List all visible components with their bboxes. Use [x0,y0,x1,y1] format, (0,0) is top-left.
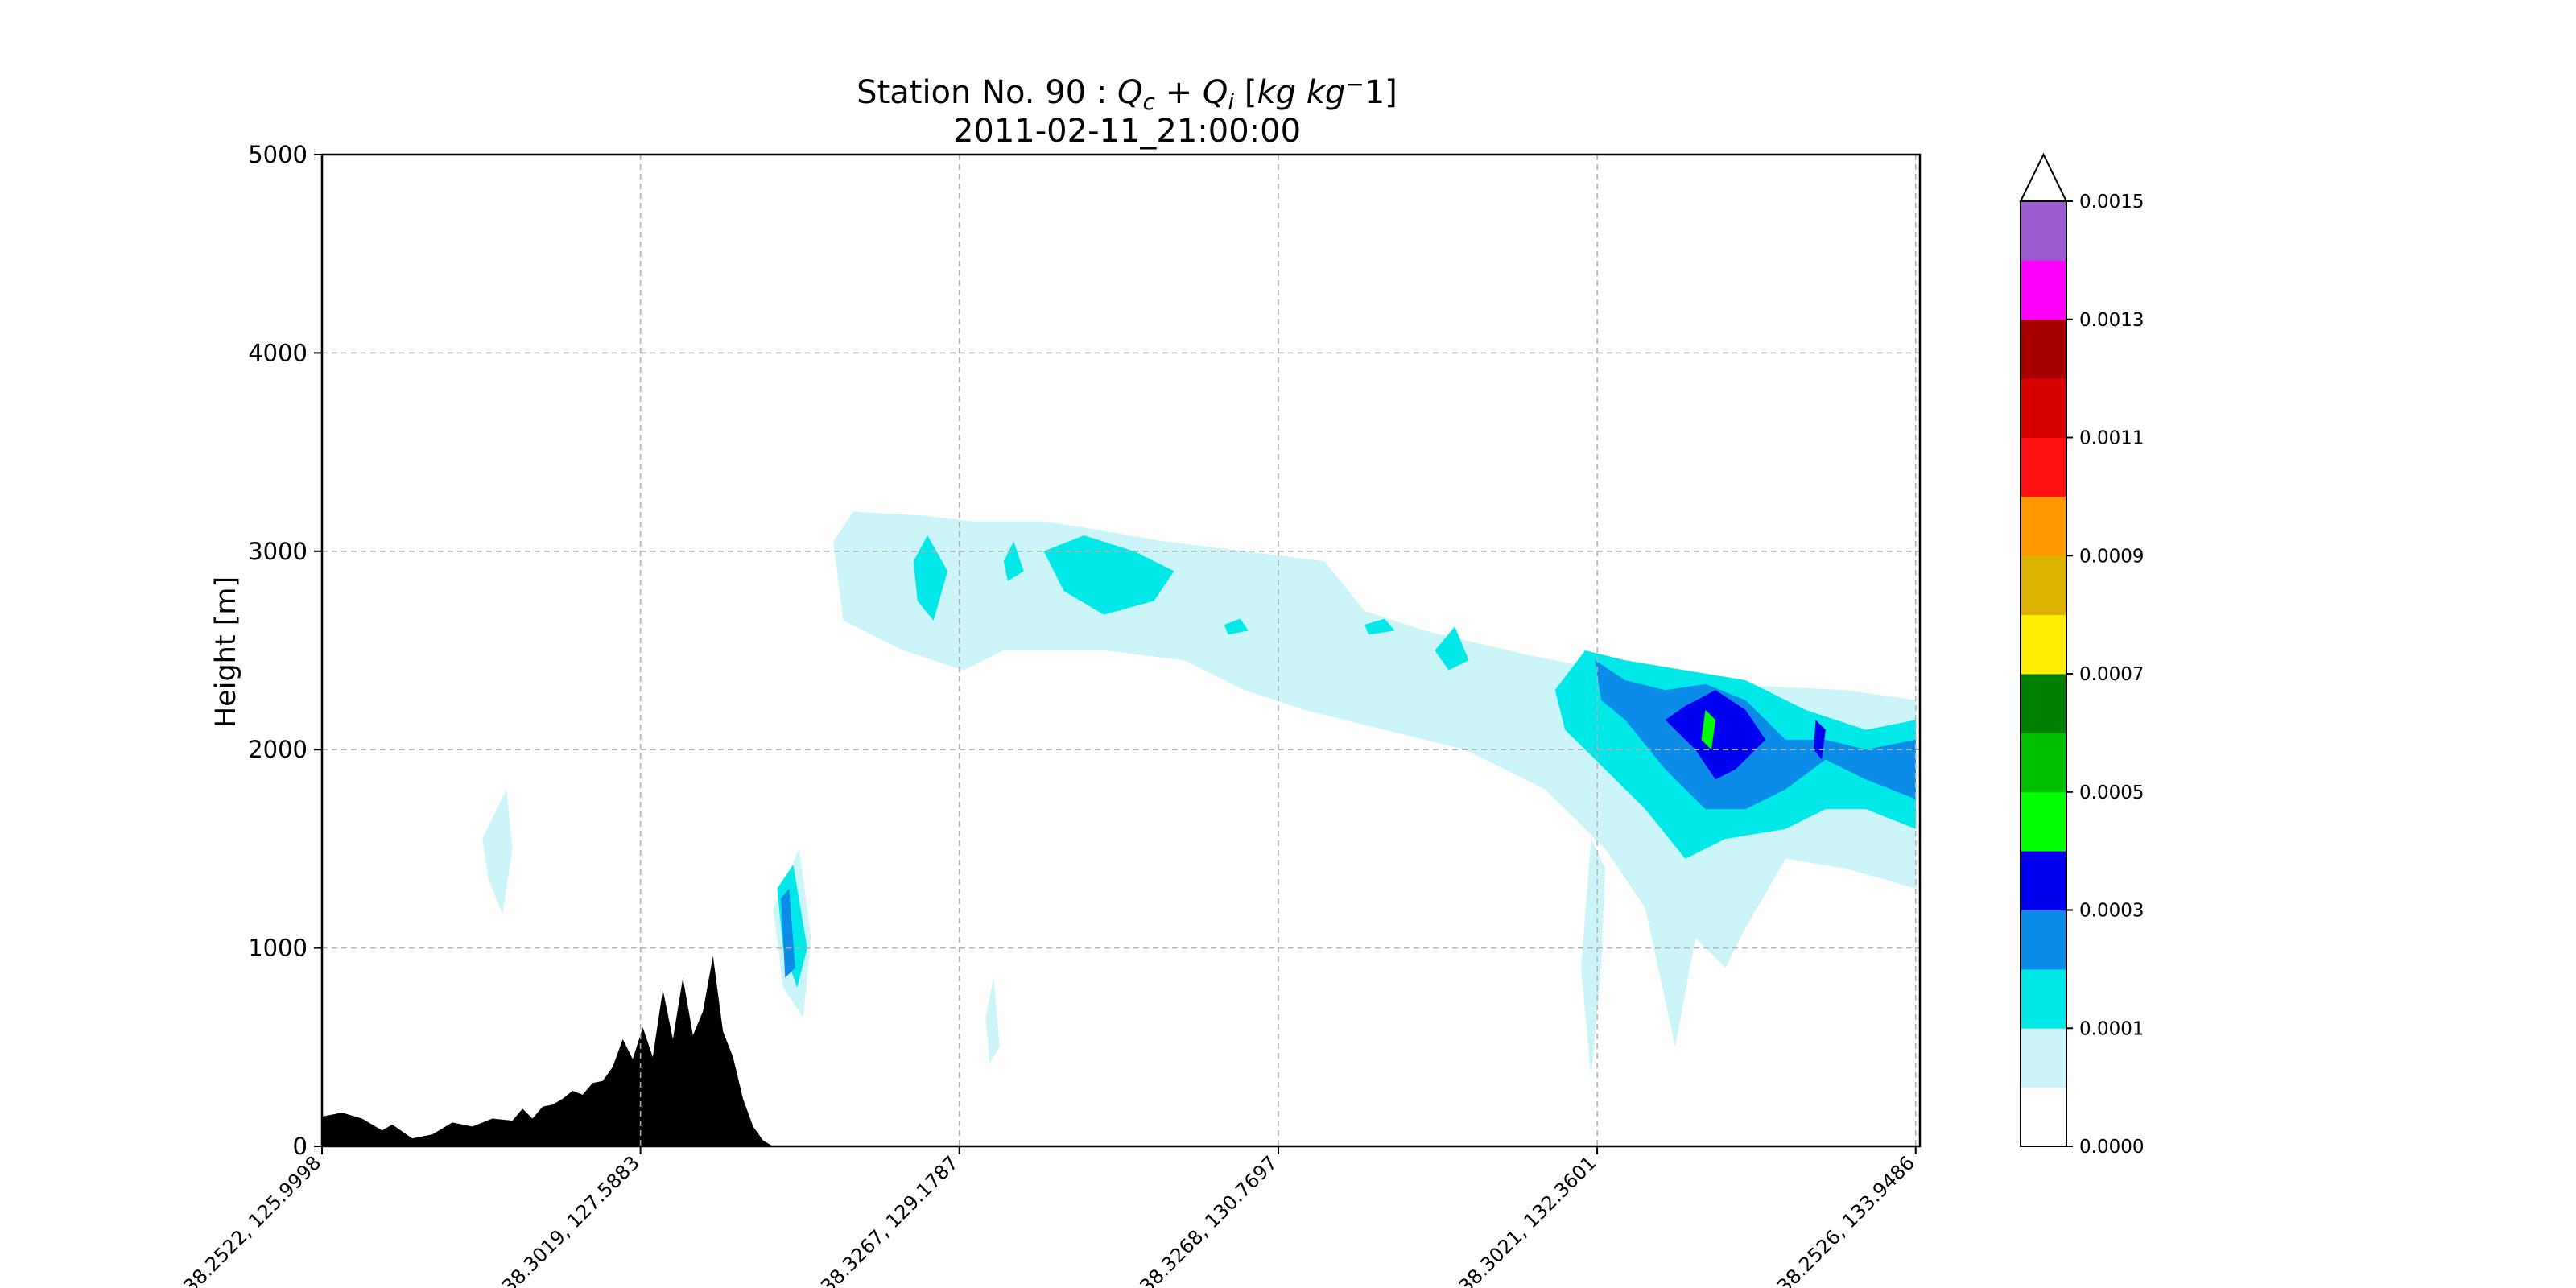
contour-region-10 [1435,626,1469,671]
colorbar-swatch-15 [2021,201,2066,261]
colorbar-swatch-3 [2021,910,2066,970]
colorbar-swatch-7 [2021,674,2066,733]
x-tick-label: 38.3268, 130.7697 [1135,1151,1282,1288]
contour-region-4 [1581,839,1605,1077]
contour-region-14 [781,888,795,978]
colorbar-swatch-12 [2021,378,2066,439]
colorbar-swatch-6 [2021,733,2066,793]
colorbar-swatch-2 [2021,968,2066,1029]
contour-region-1 [833,511,1916,1047]
y-axis-ticks: 0 1000 2000 3000 4000 5000 [248,141,322,1160]
colorbar-swatch-8 [2021,614,2066,675]
terrain-layer [322,956,834,1146]
x-axis-ticks: 38.2522, 125.9998 38.3019, 127.5883 38.326… [179,1146,1919,1288]
contour-region-7 [1043,535,1174,615]
colorbar-tick-label: 0.0003 [2079,901,2144,922]
colorbar-swatch-13 [2021,319,2066,379]
contour-region-3 [985,977,1000,1063]
x-tick-label: 38.2522, 125.9998 [179,1151,325,1288]
colorbar-swatch-4 [2021,851,2066,911]
contour-region-5 [913,535,948,621]
contour-region-6 [1003,541,1024,581]
y-tick-label: 4000 [248,339,308,366]
colorbar: 0.0000 0.0001 0.0003 0.0005 0.0007 0.0009 0.00… [2019,152,2144,1158]
colorbar-tick-label: 0.0013 [2079,310,2144,331]
x-tick-label: 38.3019, 127.5883 [497,1151,644,1288]
colorbar-tick-label: 0.0007 [2079,664,2144,685]
colorbar-tick-label: 0.0011 [2079,428,2144,449]
colorbar-tick-label: 0.0009 [2079,546,2144,567]
y-tick-label: 3000 [248,538,308,565]
plot-frame [320,153,1922,1148]
x-tick-label: 38.3021, 132.3601 [1455,1151,1601,1288]
colorbar-swatch-10 [2021,496,2066,556]
contour-region-17 [1701,709,1715,750]
colorbar-swatch-9 [2021,555,2066,616]
y-tick-label: 1000 [248,935,308,962]
colorbar-swatch-14 [2021,260,2066,320]
grid-layer [322,155,1920,1146]
colorbar-swatch-5 [2021,791,2066,852]
contour-region-8 [1224,618,1249,635]
y-axis-label: Height [m] [210,576,242,728]
chart-title: Station No. 90 : Qc + Qi [kg kg−1] [857,71,1397,115]
colorbar-tick-label: 0.0005 [2079,782,2144,803]
contour-region-0 [482,789,513,914]
contour-region-15 [1665,690,1766,780]
y-tick-label: 0 [293,1133,308,1160]
colorbar-swatch-1 [2021,1028,2066,1088]
colorbar-tick-label: 0.0000 [2079,1137,2144,1158]
y-tick-label: 5000 [248,141,308,168]
colorbar-tick-label: 0.0001 [2079,1018,2144,1039]
colorbar-swatch-11 [2021,437,2066,497]
contour-fill-layer [482,511,1916,1077]
terrain-silhouette [322,956,834,1146]
x-tick-label: 38.3267, 129.1787 [816,1151,963,1288]
colorbar-tick-label: 0.0015 [2079,192,2144,213]
colorbar-extend-triangle [2019,152,2068,202]
y-tick-label: 2000 [248,736,308,763]
contour-region-9 [1364,618,1395,635]
colorbar-swatch-0 [2021,1087,2066,1147]
chart-subtitle: 2011-02-11_21:00:00 [953,113,1301,150]
x-tick-label: 38.2526, 133.9486 [1773,1151,1919,1288]
